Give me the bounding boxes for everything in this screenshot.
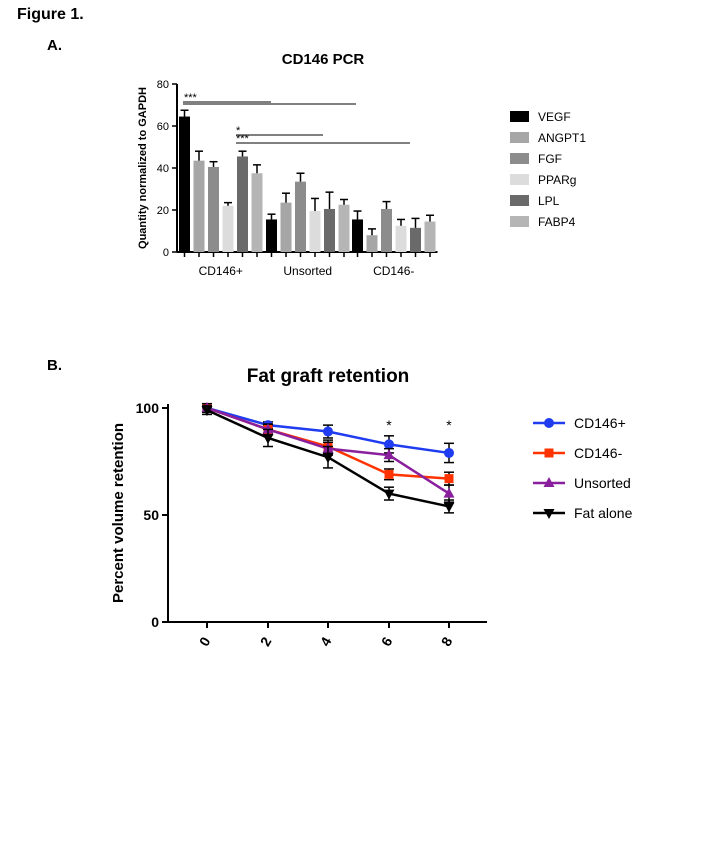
chart-a-title: CD146 PCR xyxy=(282,51,365,68)
chart-a-significance-label: *** xyxy=(184,92,198,104)
chart-b-point xyxy=(443,487,455,498)
chart-a-bar xyxy=(424,221,436,252)
chart-a-bar xyxy=(395,225,407,252)
chart-a-legend-label: PPARg xyxy=(538,173,576,187)
chart-a-ytick-label: 40 xyxy=(157,163,169,175)
chart-b-significance-label: * xyxy=(446,417,452,433)
chart-a-bar xyxy=(295,181,306,252)
chart-a-significance-label: *** xyxy=(236,133,250,145)
chart-b-point xyxy=(384,469,394,479)
chart-a-legend-label: ANGPT1 xyxy=(538,131,586,145)
chart-a-legend-swatch xyxy=(510,216,529,227)
chart-a-bar xyxy=(251,173,263,252)
chart-b-ytick-label: 50 xyxy=(143,507,159,523)
chart-a-ytick-label: 20 xyxy=(157,205,169,217)
chart-b-point xyxy=(262,423,274,434)
chart-b-xtick-label: 4 xyxy=(317,634,335,649)
chart-b-xtick-label: 0 xyxy=(196,634,214,649)
chart-a-legend-label: FABP4 xyxy=(538,215,576,229)
chart-b-ylabel: Percent volume retention xyxy=(110,423,127,603)
chart-b-title: Fat graft retention xyxy=(247,366,410,387)
chart-a-legend-label: LPL xyxy=(538,194,560,208)
chart-a-bar xyxy=(352,219,363,252)
chart-b-xtick-label: 8 xyxy=(438,634,456,649)
chart-b-legend-marker xyxy=(543,509,555,519)
panel-a-label: A. xyxy=(47,37,62,54)
chart-b-legend-marker xyxy=(544,448,554,458)
chart-a-ytick-label: 60 xyxy=(157,121,169,133)
chart-b-point xyxy=(443,502,455,513)
chart-b-ytick-label: 100 xyxy=(136,400,160,416)
chart-b-ytick-label: 0 xyxy=(151,614,159,630)
chart-a-bar xyxy=(338,204,350,252)
chart-a-category-label: CD146+ xyxy=(199,264,243,278)
chart-a-bar xyxy=(222,205,234,252)
panel-b-label: B. xyxy=(47,357,62,374)
chart-a-bar xyxy=(280,202,292,252)
chart-b-point xyxy=(444,474,454,484)
chart-b-point xyxy=(201,406,213,417)
chart-b-significance-label: * xyxy=(386,417,392,433)
chart-b-point xyxy=(384,439,394,450)
chart-a-legend-label: VEGF xyxy=(538,110,571,124)
chart-a-bar xyxy=(208,166,219,252)
chart-a-legend-swatch xyxy=(510,132,529,143)
chart-b-legend-label: Unsorted xyxy=(574,475,631,491)
chart-a-category-label: Unsorted xyxy=(283,264,332,278)
chart-a-significance-label: * xyxy=(236,125,241,137)
chart-a-bar xyxy=(366,235,378,252)
chart-a-bar xyxy=(381,208,392,252)
chart-cd146-pcr: CD146 PCR Quantity normalized to GAPDH 0… xyxy=(137,51,586,278)
chart-a-legend-swatch xyxy=(510,195,529,206)
chart-a-legend-swatch xyxy=(510,111,529,122)
chart-b-point xyxy=(322,453,334,464)
chart-a-bar xyxy=(324,208,335,252)
chart-b-point xyxy=(383,489,395,500)
chart-a-category-label: CD146- xyxy=(373,264,414,278)
chart-b-legend-marker xyxy=(543,477,555,487)
chart-b-legend-label: Fat alone xyxy=(574,505,633,521)
chart-b-point xyxy=(262,433,274,444)
chart-fat-graft-retention: Fat graft retention Percent volume reten… xyxy=(110,366,633,649)
chart-a-bar xyxy=(410,227,421,252)
figure-title: Figure 1. xyxy=(17,6,84,23)
chart-b-legend-label: CD146- xyxy=(574,445,623,461)
chart-a-ylabel: Quantity normalized to GAPDH xyxy=(137,87,149,249)
chart-a-ytick-label: 0 xyxy=(163,247,169,259)
chart-b-legend-label: CD146+ xyxy=(574,415,626,431)
chart-a-bar xyxy=(193,160,205,252)
chart-a-bar xyxy=(309,211,321,252)
chart-a-legend-swatch xyxy=(510,153,529,164)
chart-b-xtick-label: 6 xyxy=(378,634,396,649)
chart-b-point xyxy=(383,449,395,460)
chart-b-legend-marker xyxy=(544,418,554,428)
chart-a-legend-label: FGF xyxy=(538,152,562,166)
chart-a-bar xyxy=(179,116,190,252)
chart-b-xtick-label: 2 xyxy=(257,634,275,649)
chart-b-point xyxy=(444,447,454,458)
chart-a-bar xyxy=(266,219,277,252)
chart-a-ytick-label: 80 xyxy=(157,79,169,91)
chart-a-legend-swatch xyxy=(510,174,529,185)
chart-a-bar xyxy=(237,156,248,252)
chart-b-point xyxy=(323,426,333,437)
